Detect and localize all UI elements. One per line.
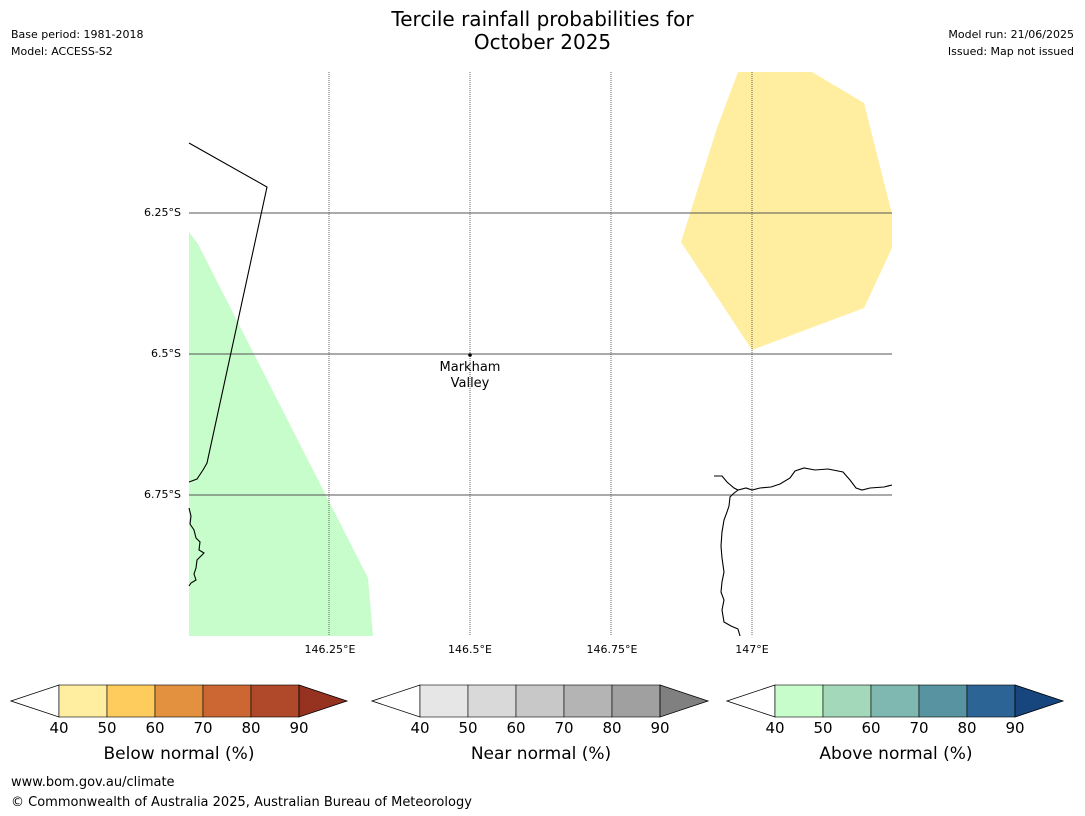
below-normal-tick-50: 50 [97,719,117,737]
colorbar-below-normal-title: Below normal (%) [103,744,255,764]
below-normal-swatch-4 [250,684,300,718]
above-normal-tick-90: 90 [1005,719,1025,737]
near-normal-extend-low [371,684,421,718]
near-normal-swatch-1 [467,684,517,718]
place-label-line-1: Markham [439,360,501,375]
near-normal-swatch-3 [563,684,613,718]
below-normal-tick-90: 90 [289,719,309,737]
model-run: Model run: 21/06/2025 [948,28,1074,41]
below-normal-swatch-2 [154,684,204,718]
above-normal-tick-80: 80 [957,719,977,737]
above-normal-tick-50: 50 [813,719,833,737]
below-normal-tick-80: 80 [241,719,261,737]
near-normal-extend-high [659,684,710,718]
title-line-1: Tercile rainfall probabilities for [391,7,694,31]
near-normal-tick-60: 60 [506,719,526,737]
lat-label-1: 6.25°S [144,206,181,219]
lon-label-3: 146.75°E [586,643,638,656]
above-normal-swatch-3 [918,684,968,718]
colorbar-below-normal [10,684,349,718]
footer-url[interactable]: www.bom.gov.au/climate [11,775,175,790]
above-normal-tick-70: 70 [909,719,929,737]
meta-right: Model run: 21/06/2025 Issued: Map not is… [948,26,1074,60]
below-normal-extend-high [298,684,349,718]
colorbar-near-normal [371,684,710,718]
near-normal-swatch-4 [611,684,661,718]
near-normal-tick-70: 70 [554,719,574,737]
below-normal-swatch-1 [106,684,156,718]
below-normal-tick-40: 40 [49,719,69,737]
below-normal-region [681,72,892,350]
below-normal-tick-70: 70 [193,719,213,737]
lon-label-2: 146.5°E [448,643,492,656]
footer-copyright: © Commonwealth of Australia 2025, Austra… [11,795,472,810]
province-boundary [188,142,268,483]
title-line-2: October 2025 [473,30,612,54]
place-label: Markham Valley [440,360,501,392]
meta-left: Base period: 1981-2018 Model: ACCESS-S2 [11,26,143,60]
above-normal-region [189,232,373,636]
below-normal-swatch-3 [202,684,252,718]
above-normal-swatch-4 [966,684,1016,718]
near-normal-swatch-0 [419,684,469,718]
lat-label-3: 6.75°S [144,488,181,501]
coastline-west [188,507,205,587]
below-normal-extend-low [10,684,60,718]
above-normal-extend-high [1014,684,1065,718]
above-normal-swatch-1 [822,684,872,718]
colorbar-near-normal-title: Near normal (%) [470,744,612,764]
above-normal-swatch-0 [774,684,824,718]
place-marker [468,353,472,357]
base-period: Base period: 1981-2018 [11,28,144,41]
lon-label-1: 146.25°E [304,643,356,656]
model-name: Model: ACCESS-S2 [11,45,113,58]
below-normal-swatch-0 [58,684,108,718]
lon-label-4: 147°E [735,643,769,656]
graticule [189,212,892,496]
near-normal-tick-40: 40 [410,719,430,737]
near-normal-tick-90: 90 [650,719,670,737]
near-normal-tick-50: 50 [458,719,478,737]
near-normal-swatch-2 [515,684,565,718]
colorbar-above-normal-title: Above normal (%) [819,744,973,764]
map-title: Tercile rainfall probabilities for Octob… [0,8,1085,54]
issued-status: Issued: Map not issued [947,45,1074,58]
above-normal-tick-40: 40 [765,719,785,737]
near-normal-tick-80: 80 [602,719,622,737]
above-normal-extend-low [726,684,776,718]
above-normal-tick-60: 60 [861,719,881,737]
colorbar-above-normal [726,684,1065,718]
lat-label-2: 6.5°S [151,347,181,360]
coastline-east-south [720,489,741,637]
below-normal-tick-60: 60 [145,719,165,737]
coastline-east [714,467,893,491]
above-normal-swatch-2 [870,684,920,718]
place-label-line-2: Valley [450,376,490,391]
